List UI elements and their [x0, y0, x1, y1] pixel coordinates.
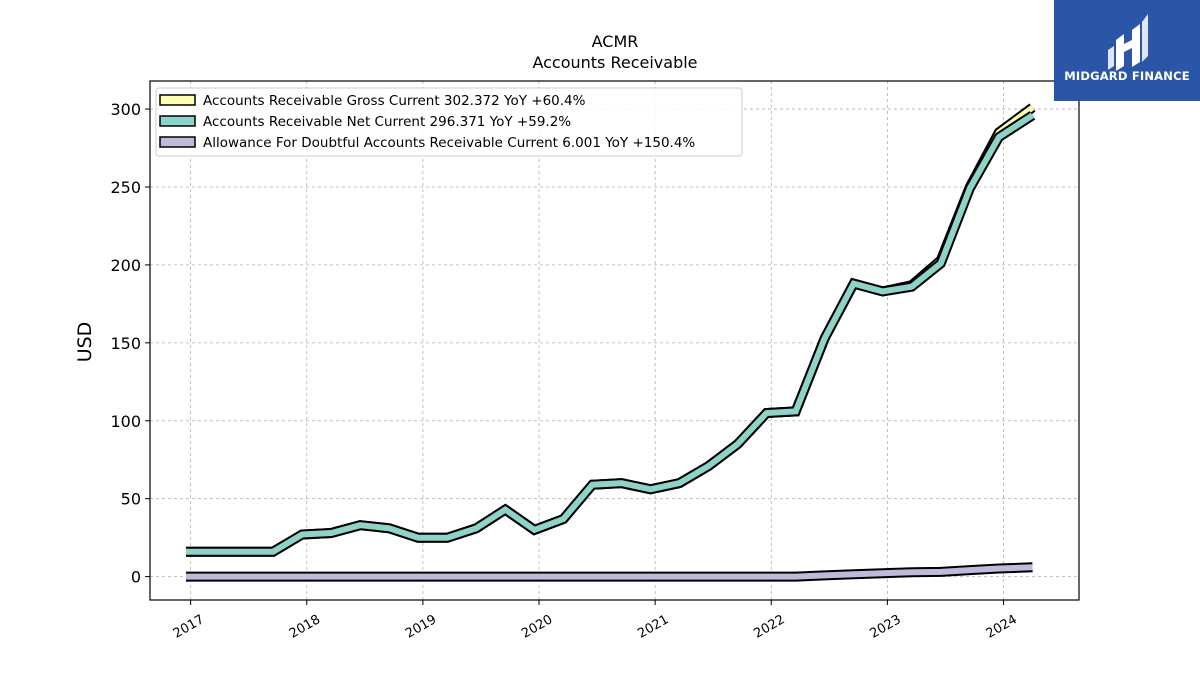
logo-mark-icon — [1108, 14, 1148, 71]
x-tick-label: 2020 — [519, 612, 555, 642]
x-tick-label: 2023 — [868, 612, 904, 642]
x-tick-label: 2022 — [751, 612, 787, 642]
y-axis-label: USD — [74, 322, 96, 363]
x-tick-label: 2019 — [403, 612, 439, 642]
legend-swatch — [159, 136, 196, 148]
x-tick-label: 2018 — [287, 612, 323, 642]
legend-swatch — [159, 115, 196, 127]
x-tick-label: 2017 — [171, 612, 207, 642]
legend-label: Accounts Receivable Gross Current 302.37… — [203, 93, 586, 109]
chart-title: ACMR — [592, 32, 639, 51]
series-lines — [186, 103, 1036, 582]
series-2 — [186, 111, 1036, 557]
y-tick-label: 200 — [110, 256, 141, 275]
x-tick-label: 2021 — [635, 612, 671, 642]
legend-swatch — [159, 94, 196, 106]
y-tick-label: 250 — [110, 178, 141, 197]
grid — [150, 81, 1079, 600]
x-tick-label: 2024 — [984, 612, 1020, 642]
y-tick-label: 0 — [131, 568, 141, 587]
series-2-line — [186, 112, 1035, 555]
brand-name: MIDGARD FINANCE — [1064, 69, 1190, 83]
series-3-line — [186, 564, 1033, 580]
legend-label: Accounts Receivable Net Current 296.371 … — [203, 114, 571, 130]
y-tick-label: 150 — [110, 334, 141, 353]
legend: Accounts Receivable Gross Current 302.37… — [155, 87, 743, 157]
midgard-finance-logo: MIDGARD FINANCE — [1054, 0, 1200, 101]
legend-box — [155, 87, 743, 157]
y-tick-label: 50 — [121, 490, 141, 509]
series-3 — [186, 562, 1033, 582]
y-tick-label: 300 — [110, 100, 141, 119]
plot-frame — [149, 80, 1080, 601]
chart-subtitle: Accounts Receivable — [532, 53, 697, 72]
y-tick-label: 100 — [110, 412, 141, 431]
axis-ticks: 0 50 100 150 200 250 300 2017 2018 2019 2020 2021 20… — [110, 100, 1019, 642]
legend-label: Allowance For Doubtful Accounts Receivab… — [203, 135, 695, 151]
